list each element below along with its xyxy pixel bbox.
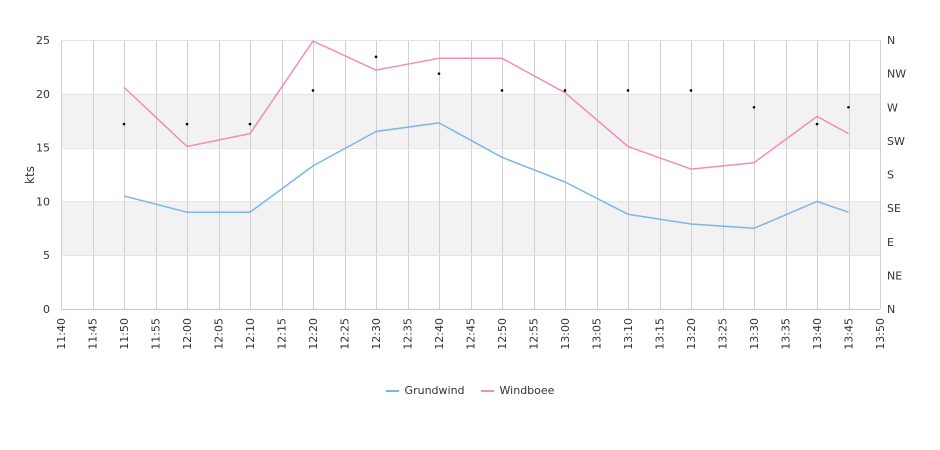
y2-tick-label: SE: [887, 202, 901, 215]
x-tick-label: 13:00: [559, 318, 572, 350]
y-tick-label: 20: [36, 88, 50, 101]
x-tick-label: 13:35: [780, 318, 793, 350]
y2-tick-label: SW: [887, 135, 905, 148]
plot-band-1: [61, 93, 880, 148]
series-layer: [123, 40, 849, 230]
x-tick-label: 13:05: [591, 318, 604, 350]
x-tick-label: 12:25: [339, 318, 352, 350]
x-tick-label: 11:40: [55, 318, 68, 350]
direction-point: [500, 89, 504, 92]
series-line-grundwind: [123, 122, 849, 230]
x-tick-label: 12:00: [181, 318, 194, 350]
x-tick-label: 13:25: [717, 318, 730, 350]
x-tick-label: 12:55: [528, 318, 541, 350]
x-tick-label: 11:50: [118, 318, 131, 350]
direction-point: [815, 122, 819, 126]
direction-point: [563, 89, 567, 92]
direction-point: [689, 89, 693, 92]
plot-band-0: [61, 201, 880, 256]
y2-tick-label: NW: [887, 68, 906, 81]
x-tick-label: 13:15: [654, 318, 667, 350]
x-tick-label: 13:45: [843, 318, 856, 350]
x-tick-label: 13:20: [685, 318, 698, 350]
legend-swatch: [385, 389, 399, 392]
y2-tick-label: S: [887, 169, 894, 182]
x-tick-label: 13:40: [811, 318, 824, 350]
x-tick-label: 12:05: [213, 318, 226, 350]
y-axis-ticks: 0 5 10 15 20 25: [36, 34, 50, 316]
legend-item-windboee[interactable]: Windboee: [480, 384, 555, 397]
y-tick-label: 10: [36, 195, 50, 208]
x-tick-label: 12:50: [496, 318, 509, 350]
direction-point: [626, 89, 630, 92]
x-tick-label: 13:30: [748, 318, 761, 350]
series-line-windboee: [123, 40, 849, 170]
x-tick-label: 12:10: [244, 318, 257, 350]
direction-point: [185, 122, 189, 126]
x-tick-label: 12:30: [370, 318, 383, 350]
direction-point: [311, 89, 315, 92]
x-tick-label: 12:45: [465, 318, 478, 350]
x-tick-label: 12:15: [276, 318, 289, 350]
direction-point: [752, 105, 756, 109]
x-tick-label: 11:55: [150, 318, 163, 350]
legend-swatch: [480, 389, 494, 392]
legend: Grundwind Windboee: [0, 384, 940, 397]
x-tick-label: 12:40: [433, 318, 446, 350]
y2-tick-label: N: [887, 34, 895, 47]
plot-bands: [61, 93, 880, 256]
legend-label: Windboee: [499, 384, 555, 397]
legend-label: Grundwind: [404, 384, 465, 397]
x-tick-label: 11:45: [87, 318, 100, 350]
y-tick-label: 25: [36, 34, 50, 47]
y-tick-label: 15: [36, 142, 50, 155]
direction-point: [374, 55, 378, 59]
y2-tick-label: N: [887, 303, 895, 316]
direction-markers: [122, 55, 850, 126]
y2-tick-label: E: [887, 236, 894, 249]
x-axis-ticks: 11:40 11:45 11:50 11:55 12:00 12:05 12:10 12:15…: [55, 318, 887, 350]
direction-point: [248, 122, 252, 126]
x-tick-label: 12:20: [307, 318, 320, 350]
direction-point: [122, 122, 126, 126]
x-tick-label: 13:10: [622, 318, 635, 350]
y-axis-title: kts: [23, 166, 37, 184]
y-gridlines: [61, 40, 880, 310]
x-tick-label: 12:35: [402, 318, 415, 350]
x-tick-label: 13:50: [874, 318, 887, 350]
legend-item-grundwind[interactable]: Grundwind: [385, 384, 465, 397]
y2-tick-label: W: [887, 101, 898, 114]
y2-tick-label: NE: [887, 269, 902, 282]
direction-point: [847, 105, 850, 109]
direction-point: [437, 72, 441, 75]
y2-axis-ticks: N NE E SE S SW W NW N: [887, 34, 906, 316]
y-tick-label: 5: [43, 249, 50, 262]
y-tick-label: 0: [43, 303, 50, 316]
x-gridlines: [61, 40, 881, 309]
